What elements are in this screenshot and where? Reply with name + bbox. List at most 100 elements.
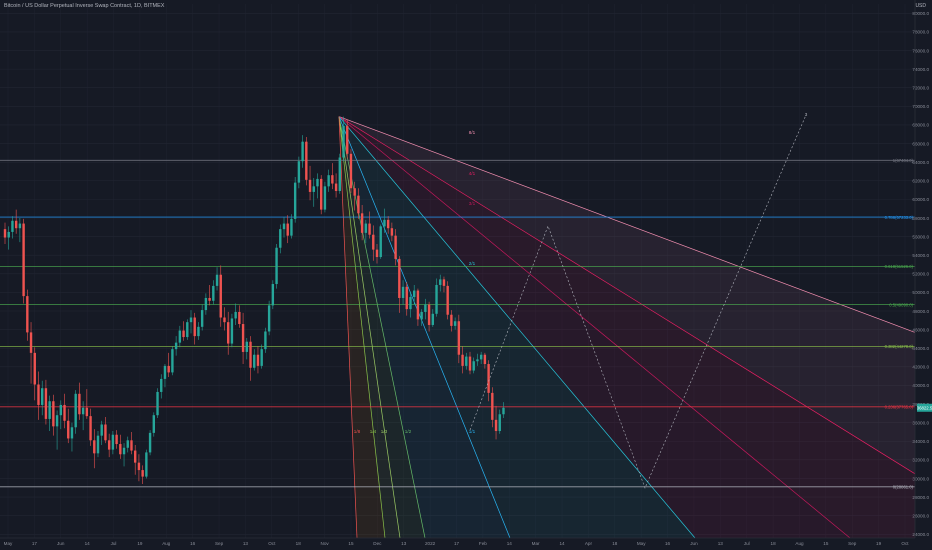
candle: [67, 408, 70, 444]
fan-line: [338, 116, 696, 539]
candle: [145, 449, 148, 479]
y-tick-label: 80000.0: [912, 11, 929, 16]
candle-body: [219, 274, 222, 318]
candle-body: [122, 447, 126, 455]
fan-line: [338, 116, 511, 539]
candle: [212, 280, 215, 305]
candle: [476, 353, 479, 366]
candle: [89, 408, 92, 446]
candle: [465, 352, 468, 370]
candle-body: [346, 125, 349, 154]
candle: [394, 229, 397, 266]
candle: [26, 289, 29, 341]
candle-body: [41, 388, 44, 405]
fan-label: 8/1: [469, 130, 476, 135]
candle-body: [100, 424, 103, 436]
candle: [223, 307, 226, 331]
candle: [178, 325, 182, 348]
x-tick-label: 18: [771, 541, 777, 546]
candle-body: [74, 393, 77, 428]
candle: [446, 281, 449, 320]
fib-speed-fan: 8/1 4/1 3/1 2/1 1/1 1/2 1/3 1/4 1/8: [338, 116, 916, 539]
candle-body: [223, 317, 226, 323]
candle: [323, 181, 327, 213]
candle: [439, 274, 442, 292]
fan-line: [338, 116, 358, 539]
grid-lines: [0, 4, 915, 538]
x-tick-label: Jun: [57, 541, 65, 546]
candle-body: [279, 229, 282, 248]
y-tick-label: 70000.0: [912, 104, 929, 109]
candle-body: [394, 235, 397, 259]
candle: [286, 215, 289, 244]
x-tick-label: Aug: [795, 541, 804, 546]
candle: [227, 311, 230, 355]
candle: [107, 433, 111, 458]
candle: [122, 443, 126, 467]
candle-body: [290, 218, 293, 236]
candle-body: [7, 231, 10, 238]
candle: [372, 225, 375, 261]
candle: [52, 394, 55, 436]
candle: [301, 135, 304, 168]
candle-body: [81, 407, 85, 415]
candle-body: [372, 234, 375, 250]
candle-body: [468, 356, 472, 371]
candle-body: [178, 330, 182, 343]
fan-line: [338, 116, 426, 539]
candle-body: [238, 311, 241, 325]
candle-body: [420, 311, 423, 320]
candle-body: [85, 407, 89, 417]
y-tick-label: 76000.0: [912, 48, 929, 53]
candle: [3, 222, 7, 245]
fib-level-label: 0.786(57233.0): [885, 215, 914, 220]
candle: [59, 400, 62, 430]
candle-body: [379, 226, 382, 258]
candle: [282, 217, 286, 238]
candle: [386, 216, 390, 234]
candle-body: [130, 440, 133, 451]
candle-body: [364, 223, 368, 233]
candle-body: [230, 318, 234, 344]
candle: [100, 420, 103, 445]
fan-label: 1/4: [370, 429, 377, 434]
candle-body: [320, 178, 323, 210]
candle-body: [193, 317, 196, 337]
fib-level-label: 1(67404.0): [893, 158, 914, 163]
x-tick-label: Sep: [848, 541, 857, 546]
candle-body: [134, 450, 137, 463]
candle: [63, 393, 66, 429]
candle: [215, 267, 219, 291]
candle: [279, 224, 282, 254]
candle-body: [479, 354, 483, 360]
candle-body: [33, 352, 36, 385]
x-tick-label: 14: [507, 541, 513, 546]
candle: [174, 336, 178, 356]
candle: [264, 327, 267, 353]
candle-body: [37, 384, 40, 405]
candle-body: [11, 220, 14, 232]
candle-body: [375, 249, 379, 258]
candle-body: [267, 305, 271, 332]
candle: [360, 204, 364, 241]
chart-title: Bitcoin / US Dollar Perpetual Inverse Sw…: [4, 3, 165, 9]
candle: [253, 349, 256, 371]
candle: [450, 310, 453, 332]
x-tick-label: Dec: [373, 541, 382, 546]
fan-label: 1/8: [354, 429, 361, 434]
y-tick-label: 50000.0: [912, 290, 929, 295]
candle: [420, 309, 423, 326]
candle: [11, 216, 14, 239]
candle: [312, 177, 315, 207]
candle: [368, 211, 371, 239]
candle: [502, 402, 505, 418]
candle-body: [245, 341, 248, 352]
fan-label: 3/1: [469, 201, 476, 206]
candle: [160, 374, 163, 399]
y-tick-label: 24000.0: [912, 532, 929, 537]
x-tick-label: Feb: [479, 541, 487, 546]
candle-body: [487, 364, 490, 393]
y-tick-label: 54000.0: [912, 253, 929, 258]
